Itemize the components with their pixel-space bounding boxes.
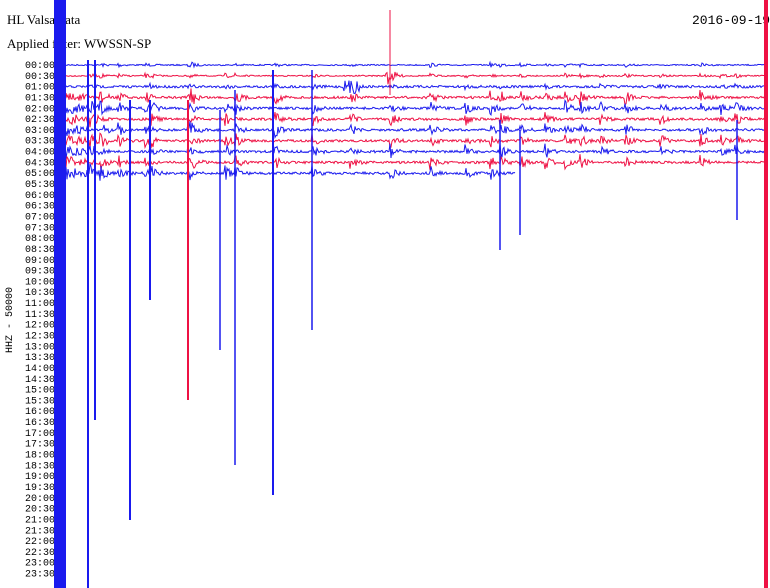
time-label: 07:00 <box>25 212 55 223</box>
time-label: 20:30 <box>25 505 55 516</box>
time-label: 05:30 <box>25 180 55 191</box>
time-label: 19:30 <box>25 483 55 494</box>
filter-label: Applied filter: WWSSN-SP <box>7 36 151 51</box>
time-label: 15:30 <box>25 396 55 407</box>
time-label: 14:00 <box>25 364 55 375</box>
time-label: 10:00 <box>25 277 55 288</box>
time-label: 06:00 <box>25 191 55 202</box>
time-label: 22:00 <box>25 537 55 548</box>
time-label: 02:30 <box>25 115 55 126</box>
time-label: 21:00 <box>25 515 55 526</box>
trace <box>54 141 767 159</box>
time-label: 01:30 <box>25 93 55 104</box>
time-label: 19:00 <box>25 472 55 483</box>
time-label: 00:30 <box>25 72 55 83</box>
trace <box>54 120 767 139</box>
trace <box>54 109 767 128</box>
time-label: 23:00 <box>25 559 55 570</box>
trace <box>54 80 767 95</box>
time-label: 02:00 <box>25 104 55 115</box>
time-label: 01:00 <box>25 83 55 94</box>
time-label: 05:00 <box>25 169 55 180</box>
date-label: 2016-09-19 <box>692 13 770 28</box>
trace <box>54 60 767 69</box>
time-label: 03:00 <box>25 126 55 137</box>
time-label: 08:00 <box>25 234 55 245</box>
trace <box>54 88 767 107</box>
time-label: 21:30 <box>25 526 55 537</box>
time-label: 20:00 <box>25 494 55 505</box>
time-label: 13:30 <box>25 353 55 364</box>
time-label: 03:30 <box>25 137 55 148</box>
time-label: 06:30 <box>25 202 55 213</box>
time-label: 08:30 <box>25 245 55 256</box>
time-label: 04:30 <box>25 158 55 169</box>
time-label: 17:00 <box>25 429 55 440</box>
time-label: 18:30 <box>25 461 55 472</box>
time-label: 22:30 <box>25 548 55 559</box>
time-label: 12:30 <box>25 332 55 343</box>
time-label: 07:30 <box>25 223 55 234</box>
time-label: 17:30 <box>25 440 55 451</box>
axis-label: HHZ - 50000 <box>5 287 16 353</box>
trace <box>54 71 767 85</box>
time-label: 15:00 <box>25 386 55 397</box>
time-label: 16:30 <box>25 418 55 429</box>
time-label: 04:00 <box>25 148 55 159</box>
time-label: 09:00 <box>25 256 55 267</box>
trace <box>54 130 767 150</box>
time-label: 11:30 <box>25 310 55 321</box>
time-label: 16:00 <box>25 407 55 418</box>
station-title: HL Valsamata <box>7 12 81 27</box>
time-label: 12:00 <box>25 321 55 332</box>
time-label: 14:30 <box>25 375 55 386</box>
time-label: 09:30 <box>25 267 55 278</box>
trace <box>54 154 767 172</box>
time-label: 18:00 <box>25 451 55 462</box>
time-label: 11:00 <box>25 299 55 310</box>
time-label: 00:00 <box>25 61 55 72</box>
time-label: 23:30 <box>25 570 55 581</box>
time-label: 10:30 <box>25 288 55 299</box>
time-label: 13:00 <box>25 342 55 353</box>
trace <box>54 97 767 117</box>
